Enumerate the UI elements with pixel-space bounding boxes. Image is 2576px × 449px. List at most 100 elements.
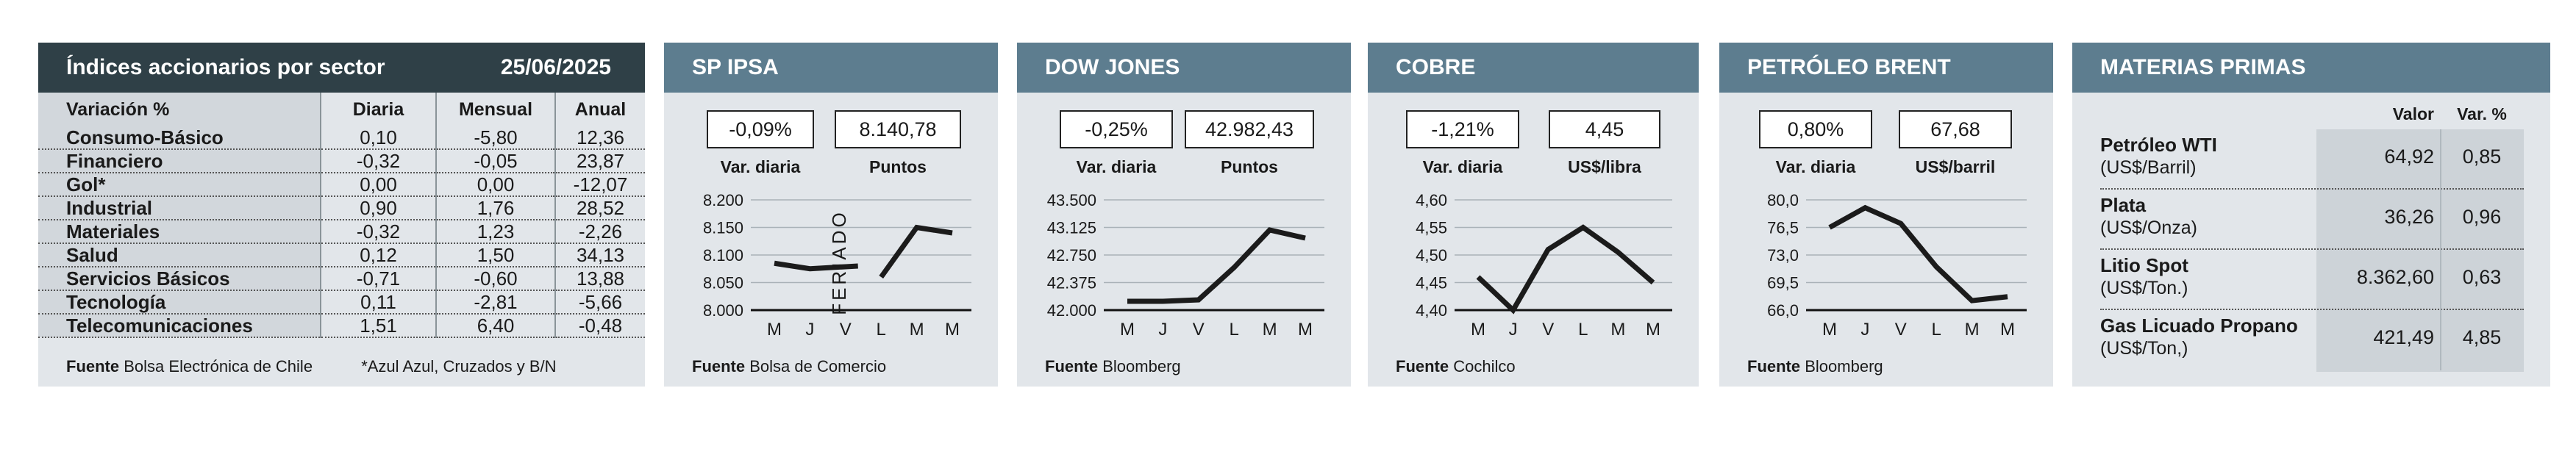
- kpi-value-label: Puntos: [869, 157, 927, 176]
- kpi-value-box: 4,45: [1549, 110, 1660, 148]
- sector-annual: 34,13: [555, 243, 645, 267]
- sector-row: Consumo-Básico 0,10 -5,80 12,36: [38, 126, 645, 150]
- sector-daily: 0,10: [321, 126, 437, 150]
- y-tick-label: 76,5: [1767, 219, 1799, 237]
- sector-daily: -0,32: [321, 220, 437, 244]
- sector-name: Gol*: [38, 173, 321, 197]
- x-tick-label: L: [1932, 320, 1941, 340]
- sector-annual: 13,88: [555, 267, 645, 291]
- commodity-value: 421,49: [2373, 326, 2434, 348]
- commodity-row: Gas Licuado Propano (US$/Ton,) 421,49 4,85: [2072, 310, 2550, 370]
- sector-source: Fuente Bolsa Electrónica de Chile *Azul …: [66, 357, 557, 376]
- x-tick-label: M: [1965, 320, 1980, 340]
- sector-row: Tecnología 0,11 -2,81 -5,66: [38, 290, 645, 315]
- kpi-value-label: US$/barril: [1915, 157, 1996, 176]
- y-tick-label: 42.000: [1047, 301, 1096, 320]
- y-tick-label: 8.200: [703, 191, 743, 209]
- sector-indices-panel: Índices accionarios por sector 25/06/202…: [38, 43, 645, 387]
- sector-daily: 0,11: [321, 290, 437, 315]
- chart-title: PETRÓLEO BRENT: [1719, 43, 2053, 93]
- chart-source: Fuente Bloomberg: [1045, 357, 1181, 376]
- x-tick-label: M: [1263, 320, 1277, 340]
- x-tick-label: J: [805, 320, 814, 340]
- series-line: [1127, 227, 1306, 304]
- kpi-change-label: Var. diaria: [1775, 157, 1856, 176]
- x-tick-label: M: [1646, 320, 1660, 340]
- sector-row: Materiales -0,32 1,23 -2,26: [38, 220, 645, 244]
- y-tick-label: 80,0: [1767, 191, 1799, 209]
- commodity-unit: (US$/Onza): [2100, 218, 2197, 238]
- sector-name: Tecnología: [38, 290, 321, 315]
- kpi-change-label: Var. diaria: [720, 157, 801, 176]
- kpi-value-box: 67,68: [1899, 110, 2012, 148]
- x-tick-label: M: [1610, 320, 1625, 340]
- commodity-row: Litio Spot (US$/Ton.) 8.362,60 0,63: [2072, 250, 2550, 310]
- sector-footnote: *Azul Azul, Cruzados y B/N: [361, 357, 557, 376]
- sector-daily: 0,90: [321, 196, 437, 220]
- sector-monthly: 0,00: [436, 173, 556, 197]
- sector-annual: -12,07: [555, 173, 645, 197]
- chart-title: COBRE: [1368, 43, 1699, 93]
- series-line: [1476, 224, 1655, 315]
- sector-daily: -0,32: [321, 149, 437, 173]
- commodity-value: 8.362,60: [2356, 266, 2434, 288]
- sector-annual: -5,66: [555, 290, 645, 315]
- y-tick-label: 73,0: [1767, 246, 1799, 265]
- x-tick-label: M: [767, 320, 782, 340]
- x-tick-label: M: [1120, 320, 1135, 340]
- chart-panel-ipsa: SP IPSA -0,09% 8.140,78 Var. diaria Punt…: [664, 43, 998, 387]
- commodity-row: Petróleo WTI (US$/Barril) 64,92 0,85: [2072, 129, 2550, 190]
- x-tick-label: L: [1230, 320, 1239, 340]
- sector-daily: 0,00: [321, 173, 437, 197]
- sector-annual: 12,36: [555, 126, 645, 150]
- sector-monthly: -0,60: [436, 267, 556, 291]
- copper-line-chart: 4,60 4,55 4,50 4,45 4,40 M J V L M M: [1416, 191, 1672, 340]
- col-variation: Variación %: [38, 93, 321, 126]
- x-tick-label: V: [840, 320, 852, 340]
- commodity-unit: (US$/Ton.): [2100, 278, 2188, 298]
- sector-indices-table: Variación % Diaria Mensual Anual Consumo…: [38, 93, 645, 338]
- chart-source: Fuente Bolsa de Comercio: [692, 357, 887, 376]
- commodity-change: 0,96: [2462, 206, 2502, 228]
- series-line: [879, 224, 953, 279]
- commodity-unit: (US$/Barril): [2100, 157, 2197, 178]
- sector-name: Financiero: [38, 149, 321, 173]
- sector-row: Financiero -0,32 -0,05 23,87: [38, 149, 645, 173]
- sector-daily: -0,71: [321, 267, 437, 291]
- x-tick-label: M: [910, 320, 924, 340]
- row-divider: [2100, 309, 2524, 310]
- y-tick-label: 8.050: [703, 274, 743, 292]
- kpi-change-label: Var. diaria: [1076, 157, 1157, 176]
- sector-daily: 0,12: [321, 243, 437, 267]
- x-tick-label: M: [945, 320, 960, 340]
- x-tick-label: M: [2000, 320, 2015, 340]
- sector-name: Industrial: [38, 196, 321, 220]
- col-change: Var. %: [2457, 104, 2507, 123]
- row-divider: [2100, 188, 2524, 190]
- sector-annual: -2,26: [555, 220, 645, 244]
- chart-source: Fuente Bloomberg: [1747, 357, 1883, 376]
- y-tick-label: 4,40: [1416, 301, 1447, 320]
- col-daily: Diaria: [321, 93, 437, 126]
- commodity-row: Plata (US$/Onza) 36,26 0,96: [2072, 190, 2550, 250]
- sector-indices-header: Índices accionarios por sector 25/06/202…: [38, 43, 645, 93]
- col-value: Valor: [2392, 104, 2434, 123]
- x-tick-label: J: [1509, 320, 1518, 340]
- y-tick-label: 69,5: [1767, 274, 1799, 292]
- y-tick-label: 42.375: [1047, 274, 1096, 292]
- y-tick-label: 42.750: [1047, 246, 1096, 265]
- x-tick-label: V: [1193, 320, 1205, 340]
- commodity-name: Gas Licuado Propano: [2100, 315, 2298, 337]
- dow-jones-line-chart: 43.500 43.125 42.750 42.375 42.000 M J V L M M: [1047, 191, 1324, 340]
- sector-monthly: 1,76: [436, 196, 556, 220]
- column-divider: [2440, 250, 2441, 310]
- kpi-value-label: Puntos: [1221, 157, 1278, 176]
- sector-name: Servicios Básicos: [38, 267, 321, 291]
- kpi-change-box: -0,25%: [1060, 110, 1173, 148]
- x-tick-label: V: [1895, 320, 1907, 340]
- chart-panel-dow-jones: DOW JONES -0,25% 42.982,43 Var. diaria P…: [1017, 43, 1351, 387]
- chart-panel-brent: PETRÓLEO BRENT 0,80% 67,68 Var. diaria U…: [1719, 43, 2053, 387]
- commodity-value: 36,26: [2384, 206, 2434, 228]
- sector-monthly: -2,81: [436, 290, 556, 315]
- brent-line-chart: 80,076,573,069,566,0M J V L M M: [1767, 191, 2027, 340]
